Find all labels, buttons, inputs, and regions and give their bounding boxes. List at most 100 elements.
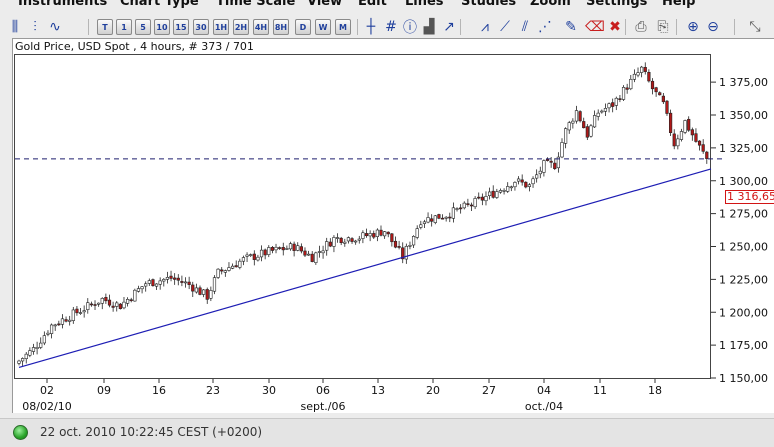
bar-chart-icon[interactable]: ⫶ (33, 19, 37, 35)
candle-body (401, 247, 405, 260)
y-tick-label: 1 375,00 (719, 76, 768, 89)
channel-icon[interactable]: ⩘ (481, 19, 489, 35)
candle-body (205, 289, 209, 300)
candle-body (643, 67, 647, 72)
candle-body (422, 221, 427, 224)
candlestick-icon[interactable]: ⫼ (11, 19, 19, 35)
candle-body (487, 191, 492, 196)
candle-body (346, 237, 351, 242)
menu-time-scale[interactable]: Time Scale (216, 0, 296, 9)
price-chart[interactable]: 1 375,00 1 350,00 1 325,00 1 300,00 1 275,00… (13, 39, 774, 414)
candle-body (256, 256, 260, 261)
timeframe-15-button[interactable]: 15 (173, 19, 189, 35)
candle-body (535, 174, 539, 179)
candle-body (690, 129, 694, 136)
zoom-out-icon[interactable]: ⊖ (707, 19, 719, 35)
eraser-icon[interactable]: ⌫ (585, 19, 605, 35)
x-tick-label: 16 (152, 384, 166, 397)
info-icon[interactable]: ⓘ (403, 20, 417, 36)
menu-zoom[interactable]: Zoom (530, 0, 571, 9)
candle-body (393, 240, 398, 248)
candle-body (361, 232, 365, 239)
candle-body (542, 160, 546, 173)
candle-body (621, 87, 626, 100)
candle-body (21, 358, 25, 362)
candle-body (252, 253, 256, 260)
menu-view[interactable]: View (307, 0, 343, 9)
candle-body (339, 237, 343, 244)
menu-bar: Instruments Chart Type Time Scale View Edit L… (0, 0, 774, 12)
candle-body (578, 111, 582, 122)
print-preview-icon[interactable]: ⎘ (657, 19, 669, 35)
zoom-in-icon[interactable]: ⊕ (687, 19, 699, 35)
candle-body (49, 324, 54, 334)
timeframe-1-button[interactable]: 1 (116, 19, 132, 35)
menu-instruments[interactable]: Instruments (18, 0, 108, 9)
candle-body (238, 260, 242, 268)
chart-panel[interactable]: Gold Price, USD Spot , 4 hours, # 373 / … (12, 38, 774, 413)
candle-body (473, 198, 477, 208)
candle-body (629, 78, 633, 90)
candle-body (661, 95, 665, 103)
y-tick-label: 1 325,00 (719, 142, 768, 155)
grid-icon[interactable]: # (385, 19, 397, 35)
timeframe-8h-button[interactable]: 8H (273, 19, 289, 35)
menu-lines[interactable]: Lines (405, 0, 444, 9)
candle-body (531, 178, 535, 185)
timeframe-m-button[interactable]: M (335, 19, 351, 35)
candle-body (640, 66, 644, 73)
timeframe-30-button[interactable]: 30 (193, 19, 209, 35)
crosshair-icon[interactable]: ┼ (366, 19, 376, 35)
timeframe-10-button[interactable]: 10 (154, 19, 170, 35)
candle-body (545, 158, 550, 161)
timeframe-5-button[interactable]: 5 (135, 19, 151, 35)
candle-body (263, 249, 267, 256)
menu-chart-type[interactable]: Chart Type (120, 0, 199, 9)
timeframe-d-button[interactable]: D (295, 19, 311, 35)
candle-body (600, 110, 604, 113)
menu-help[interactable]: Help (662, 0, 696, 9)
candle-body (321, 250, 325, 254)
fibonacci-icon[interactable]: ⫽ (521, 19, 529, 35)
candle-body (354, 240, 358, 243)
timeframe-4h-button[interactable]: 4H (253, 19, 269, 35)
y-tick-label: 1 150,00 (719, 372, 768, 385)
expand-icon[interactable]: ⤡ (749, 19, 761, 35)
y-tick-label: 1 350,00 (719, 109, 768, 122)
x-tick-label: 18 (648, 384, 662, 397)
pencil-icon[interactable]: ✎ (565, 19, 577, 35)
candle-body (419, 224, 423, 228)
timeframe-t-button[interactable]: T (97, 19, 113, 35)
delete-icon[interactable]: ✖ (609, 19, 621, 35)
timeframe-1h-button[interactable]: 1H (213, 19, 229, 35)
candle-body (506, 186, 510, 192)
candle-body (17, 360, 21, 364)
menu-edit[interactable]: Edit (358, 0, 387, 9)
timeframe-2h-button[interactable]: 2H (233, 19, 249, 35)
menu-settings[interactable]: Settings (586, 0, 648, 9)
candle-body (560, 142, 564, 158)
candle-body (390, 233, 394, 243)
candle-body (553, 162, 557, 169)
timeframe-w-button[interactable]: W (315, 19, 331, 35)
candle-body (97, 302, 101, 305)
candle-body (78, 312, 83, 314)
line-chart-icon[interactable]: ∿ (49, 19, 61, 35)
print-icon[interactable]: ⎙ (635, 19, 647, 35)
plot-area[interactable] (14, 54, 711, 379)
candle-body (107, 299, 112, 306)
fan-icon[interactable]: ⟋ (500, 19, 510, 35)
candle-body (173, 277, 177, 280)
candle-body (650, 80, 655, 90)
candle-body (71, 309, 75, 321)
candle-body (151, 279, 155, 287)
candle-body (466, 203, 470, 205)
volume-icon[interactable]: ▟ (423, 19, 435, 35)
trendline-icon[interactable]: ↗ (443, 19, 455, 35)
cycle-icon[interactable]: ⋰ (538, 19, 552, 35)
candle-body (281, 247, 285, 251)
candle-body (82, 310, 86, 313)
candle-body (509, 186, 513, 189)
menu-studies[interactable]: Studies (461, 0, 517, 9)
candle-body (701, 144, 705, 152)
